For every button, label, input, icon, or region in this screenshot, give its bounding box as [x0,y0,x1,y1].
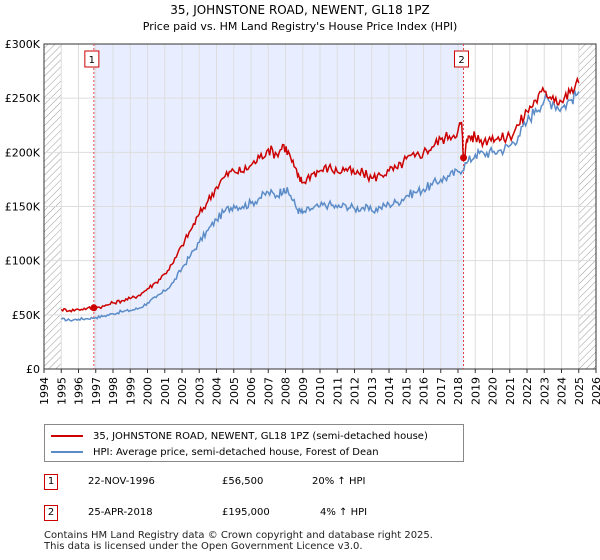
transaction-price: £195,000 [222,507,270,518]
footer: Contains HM Land Registry data © Crown c… [44,530,433,552]
transaction-date: 25-APR-2018 [88,507,153,518]
x-tick-label: 2006 [245,377,258,405]
x-tick-label: 2010 [314,377,327,405]
legend-hpi-label: HPI: Average price, semi-detached house,… [93,446,379,458]
x-tick-label: 1999 [124,377,137,405]
x-tick-label: 2007 [262,377,275,405]
x-tick-label: 2016 [418,377,431,405]
sale-marker-label: 2 [458,55,464,66]
x-tick-label: 2018 [452,377,465,405]
x-tick-label: 2004 [211,377,224,405]
sale-marker-label: 1 [89,55,95,66]
x-tick-label: 2014 [383,377,396,405]
transaction-marker: 2 [44,505,58,521]
x-tick-label: 2002 [176,377,189,405]
transaction-marker: 1 [44,474,58,490]
x-tick-label: 2023 [538,377,551,405]
legend-price-label: 35, JOHNSTONE ROAD, NEWENT, GL18 1PZ (se… [93,430,428,442]
x-tick-label: 2000 [142,377,155,405]
y-tick-label: £150K [5,201,41,214]
x-tick-label: 2001 [159,377,172,405]
footer-copyright: Contains HM Land Registry data © Crown c… [44,530,433,541]
sale-marker-box [454,50,470,68]
chart-title: 35, JOHNSTONE ROAD, NEWENT, GL18 1PZ [170,3,429,17]
price-chart: 35, JOHNSTONE ROAD, NEWENT, GL18 1PZ Pri… [5,3,600,405]
plot-area: £0 £50K £100K £150K £200K £250K £300K 1994 1995 1… [5,38,600,405]
y-tick-label: £0 [26,363,40,376]
x-tick-label: 2026 [590,377,600,405]
sale-marker-box [84,50,100,68]
x-tick-label: 1997 [90,377,103,405]
x-tick-label: 2008 [280,377,293,405]
hpi-line [60,89,580,322]
x-tick-label: 2024 [556,377,569,405]
y-tick-label: £300K [5,38,41,51]
x-tick-label: 2003 [193,377,206,405]
y-tick-label: £250K [5,92,41,105]
x-tick-label: 1996 [73,377,86,405]
x-tick-label: 2009 [297,377,310,405]
legend-item-hpi: HPI: Average price, semi-detached house,… [51,444,379,460]
x-tick-label: 1995 [55,377,68,405]
transaction-hpi-change: 4% ↑ HPI [320,507,368,518]
footer-license: This data is licensed under the Open Gov… [44,541,363,552]
legend: 35, JOHNSTONE ROAD, NEWENT, GL18 1PZ (se… [44,424,464,462]
x-tick-label: 1994 [38,377,51,405]
x-tick-label: 2022 [521,377,534,405]
x-tick-label: 2017 [435,377,448,405]
plot-frame [43,43,597,370]
price-line [60,76,580,313]
x-tick-label: 2005 [228,377,241,405]
chart-subtitle: Price paid vs. HM Land Registry's House … [143,20,458,33]
x-tick-label: 2020 [487,377,500,405]
legend-hpi-swatch [51,451,83,453]
x-tick-label: 1998 [107,377,120,405]
x-tick-label: 2025 [573,377,586,405]
transaction-price: £56,500 [222,476,264,487]
legend-item-price: 35, JOHNSTONE ROAD, NEWENT, GL18 1PZ (se… [51,428,428,444]
x-tick-label: 2012 [349,377,362,405]
transaction-hpi-change: 20% ↑ HPI [312,476,366,487]
legend-price-swatch [51,435,83,437]
y-tick-label: £100K [5,255,41,268]
sale-point [90,304,98,312]
transaction-date: 22-NOV-1996 [88,476,155,487]
x-tick-label: 2021 [504,377,517,405]
y-tick-label: £50K [12,309,41,322]
sale-point [460,154,468,162]
x-tick-label: 2015 [400,377,413,405]
x-tick-label: 2011 [331,377,344,405]
y-tick-label: £200K [5,146,41,159]
x-tick-label: 2019 [469,377,482,405]
x-tick-label: 2013 [366,377,379,405]
